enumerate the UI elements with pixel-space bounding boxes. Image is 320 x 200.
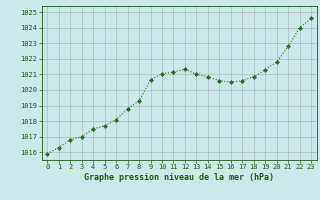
X-axis label: Graphe pression niveau de la mer (hPa): Graphe pression niveau de la mer (hPa) (84, 173, 274, 182)
